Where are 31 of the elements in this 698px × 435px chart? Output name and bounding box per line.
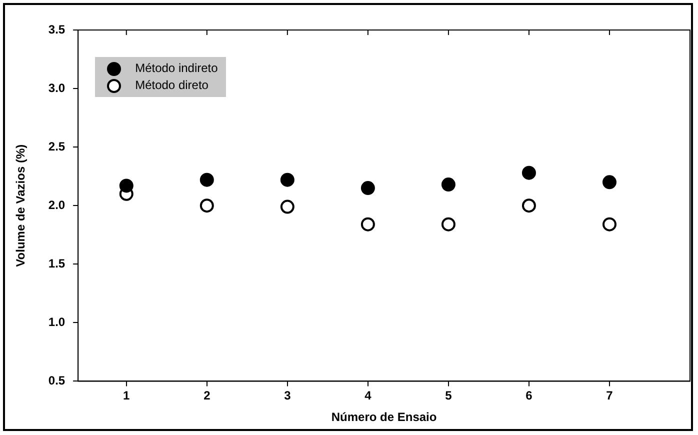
- x-axis-title: Número de Ensaio: [331, 410, 437, 424]
- x-tick-label: 7: [606, 388, 614, 403]
- point: [280, 200, 294, 214]
- point: [602, 175, 616, 190]
- y-axis-title: Volume de Vazios (%): [14, 144, 28, 267]
- point: [200, 198, 214, 213]
- x-tick-label: 1: [123, 388, 130, 403]
- y-tick-label: 1.0: [48, 314, 66, 329]
- point: [522, 198, 536, 213]
- point: [441, 217, 456, 232]
- point: [360, 217, 375, 232]
- x-tick-label: 2: [204, 388, 211, 403]
- y-tick-label: 1.5: [48, 256, 66, 270]
- x-tick-label: 5: [445, 388, 452, 403]
- point: [119, 178, 134, 193]
- x-tick-label: 6: [526, 388, 533, 403]
- y-tick-label: 2.0: [48, 198, 66, 212]
- y-tick-label: 0.5: [48, 374, 66, 388]
- point: [441, 178, 456, 192]
- y-tick-label: 2.5: [48, 139, 66, 154]
- y-tick-label: 3.0: [48, 80, 66, 95]
- point: [280, 172, 294, 187]
- x-tick-label: 3: [284, 388, 292, 403]
- legend-label: Método indireto: [135, 60, 218, 77]
- y-tick-label: 3.5: [48, 22, 66, 36]
- point: [602, 217, 616, 232]
- point: [522, 166, 536, 180]
- point: [360, 181, 375, 196]
- x-tick-label: 4: [364, 388, 372, 403]
- legend-label: Método direto: [135, 77, 208, 94]
- point: [200, 172, 214, 187]
